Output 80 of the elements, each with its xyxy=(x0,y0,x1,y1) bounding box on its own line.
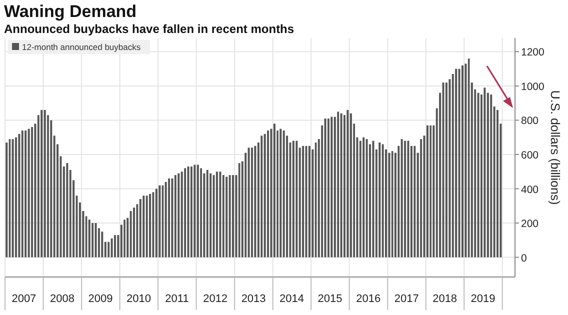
bar xyxy=(378,142,381,258)
bar xyxy=(484,88,486,258)
bar xyxy=(248,148,250,258)
bar xyxy=(477,92,480,258)
bar xyxy=(388,152,390,258)
x-tick-label: 2011 xyxy=(165,293,189,305)
bar xyxy=(292,140,294,258)
y-tick-label: 600 xyxy=(521,150,539,162)
bar xyxy=(372,140,374,258)
bar xyxy=(155,188,158,258)
y-tick-label: 0 xyxy=(521,252,527,264)
bar xyxy=(187,166,190,258)
bar xyxy=(461,65,464,258)
bar xyxy=(158,185,161,258)
bar xyxy=(426,125,428,258)
bar xyxy=(180,172,183,258)
bar xyxy=(101,232,104,258)
bar xyxy=(232,175,234,258)
bar xyxy=(178,173,180,258)
y-tick-label: 200 xyxy=(521,218,539,230)
bar xyxy=(44,110,46,258)
x-tick-label: 2013 xyxy=(241,293,266,305)
bar xyxy=(18,134,20,258)
bar xyxy=(362,137,365,258)
bar xyxy=(210,173,212,258)
bar xyxy=(12,139,14,258)
chart-subtitle: Announced buybacks have fallen in recent months xyxy=(4,22,294,36)
bar xyxy=(142,196,145,258)
bar xyxy=(254,146,256,258)
x-tick-label: 2008 xyxy=(50,293,75,305)
bar xyxy=(24,130,27,258)
x-tick-label: 2019 xyxy=(470,293,496,305)
x-tick-label: 2018 xyxy=(432,293,458,305)
bar xyxy=(273,124,276,258)
bar xyxy=(340,113,342,258)
y-tick-label: 400 xyxy=(521,184,539,196)
bar xyxy=(280,128,282,258)
bar xyxy=(6,142,8,258)
x-tick-label: 2012 xyxy=(203,293,228,305)
x-tick-label: 2015 xyxy=(318,293,342,305)
y-axis-title: U.S. dollars (billions) xyxy=(548,90,562,205)
legend-label: 12-month announced buybacks xyxy=(22,42,141,52)
bar xyxy=(196,164,199,258)
bar xyxy=(296,140,298,258)
chart-title: Waning Demand xyxy=(4,2,137,21)
x-tick-label: 2007 xyxy=(12,293,36,305)
bar xyxy=(455,68,458,258)
bar xyxy=(28,128,30,258)
y-tick-label: 800 xyxy=(521,115,539,128)
x-tick-label: 2016 xyxy=(356,293,381,305)
bar xyxy=(88,220,90,258)
y-tick-label: 1200 xyxy=(521,46,545,59)
bar xyxy=(350,113,352,258)
bar xyxy=(445,82,448,258)
bar xyxy=(139,199,142,258)
bar xyxy=(216,172,218,258)
y-tick-label: 1000 xyxy=(521,80,545,93)
bar xyxy=(346,110,349,258)
bar xyxy=(226,176,228,258)
bar xyxy=(164,182,167,258)
bar xyxy=(308,146,310,258)
x-tick-label: 2010 xyxy=(126,293,151,305)
x-tick-label: 2009 xyxy=(88,293,113,305)
bar xyxy=(264,134,266,258)
bar xyxy=(302,146,304,258)
bar xyxy=(400,139,403,258)
bar xyxy=(407,140,410,258)
bar xyxy=(110,238,113,258)
bar xyxy=(219,172,222,258)
bar xyxy=(324,118,326,258)
bar xyxy=(40,110,43,258)
bar xyxy=(66,163,68,258)
bar xyxy=(194,164,196,258)
bar xyxy=(171,178,174,258)
x-tick-label: 2014 xyxy=(280,293,304,305)
x-tick-label: 2017 xyxy=(394,293,419,305)
bar xyxy=(149,194,152,258)
bar xyxy=(330,116,333,258)
bar xyxy=(94,223,97,258)
bar xyxy=(132,208,135,258)
